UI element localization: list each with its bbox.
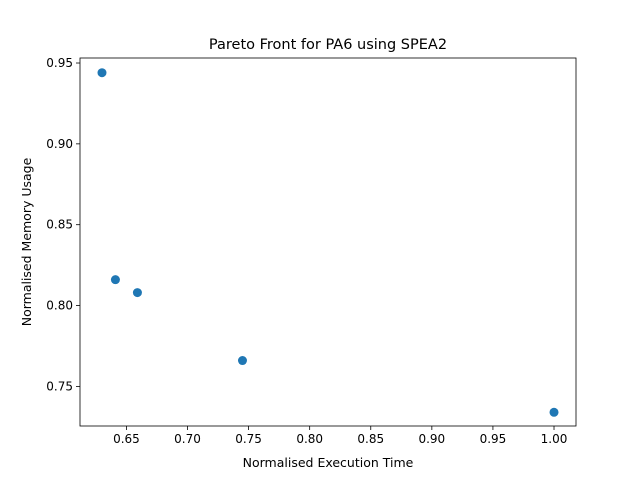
y-tick-label: 0.90 [46,137,73,151]
x-tick-label: 0.80 [296,432,323,446]
x-tick-label: 0.95 [480,432,507,446]
plot-area [79,57,577,427]
data-point [110,275,120,285]
y-tick-label: 0.75 [46,379,73,393]
y-tick-label: 0.80 [46,299,73,313]
x-tick-label: 0.65 [113,432,140,446]
plot-frame [79,57,577,427]
chart-title: Pareto Front for PA6 using SPEA2 [209,37,447,53]
x-tick-label: 0.85 [357,432,384,446]
y-tick-label: 0.85 [46,218,73,232]
x-tick-label: 0.75 [235,432,262,446]
x-tick-label: 1.00 [541,432,568,446]
x-axis-label: Normalised Execution Time [243,455,414,470]
x-tick-label: 0.90 [418,432,445,446]
data-point [549,407,559,417]
x-tick-label: 0.70 [174,432,201,446]
data-point [132,288,142,298]
y-tick-label: 0.95 [46,56,73,70]
y-axis-label: Normalised Memory Usage [19,157,34,326]
data-point [237,356,247,366]
data-points [97,68,559,417]
data-point [97,68,107,78]
y-axis-ticks: 0.75 0.80 0.85 0.90 0.95 [46,56,80,393]
x-axis-ticks: 0.65 0.70 0.75 0.80 0.85 0.90 0.95 1.00 [113,426,567,446]
